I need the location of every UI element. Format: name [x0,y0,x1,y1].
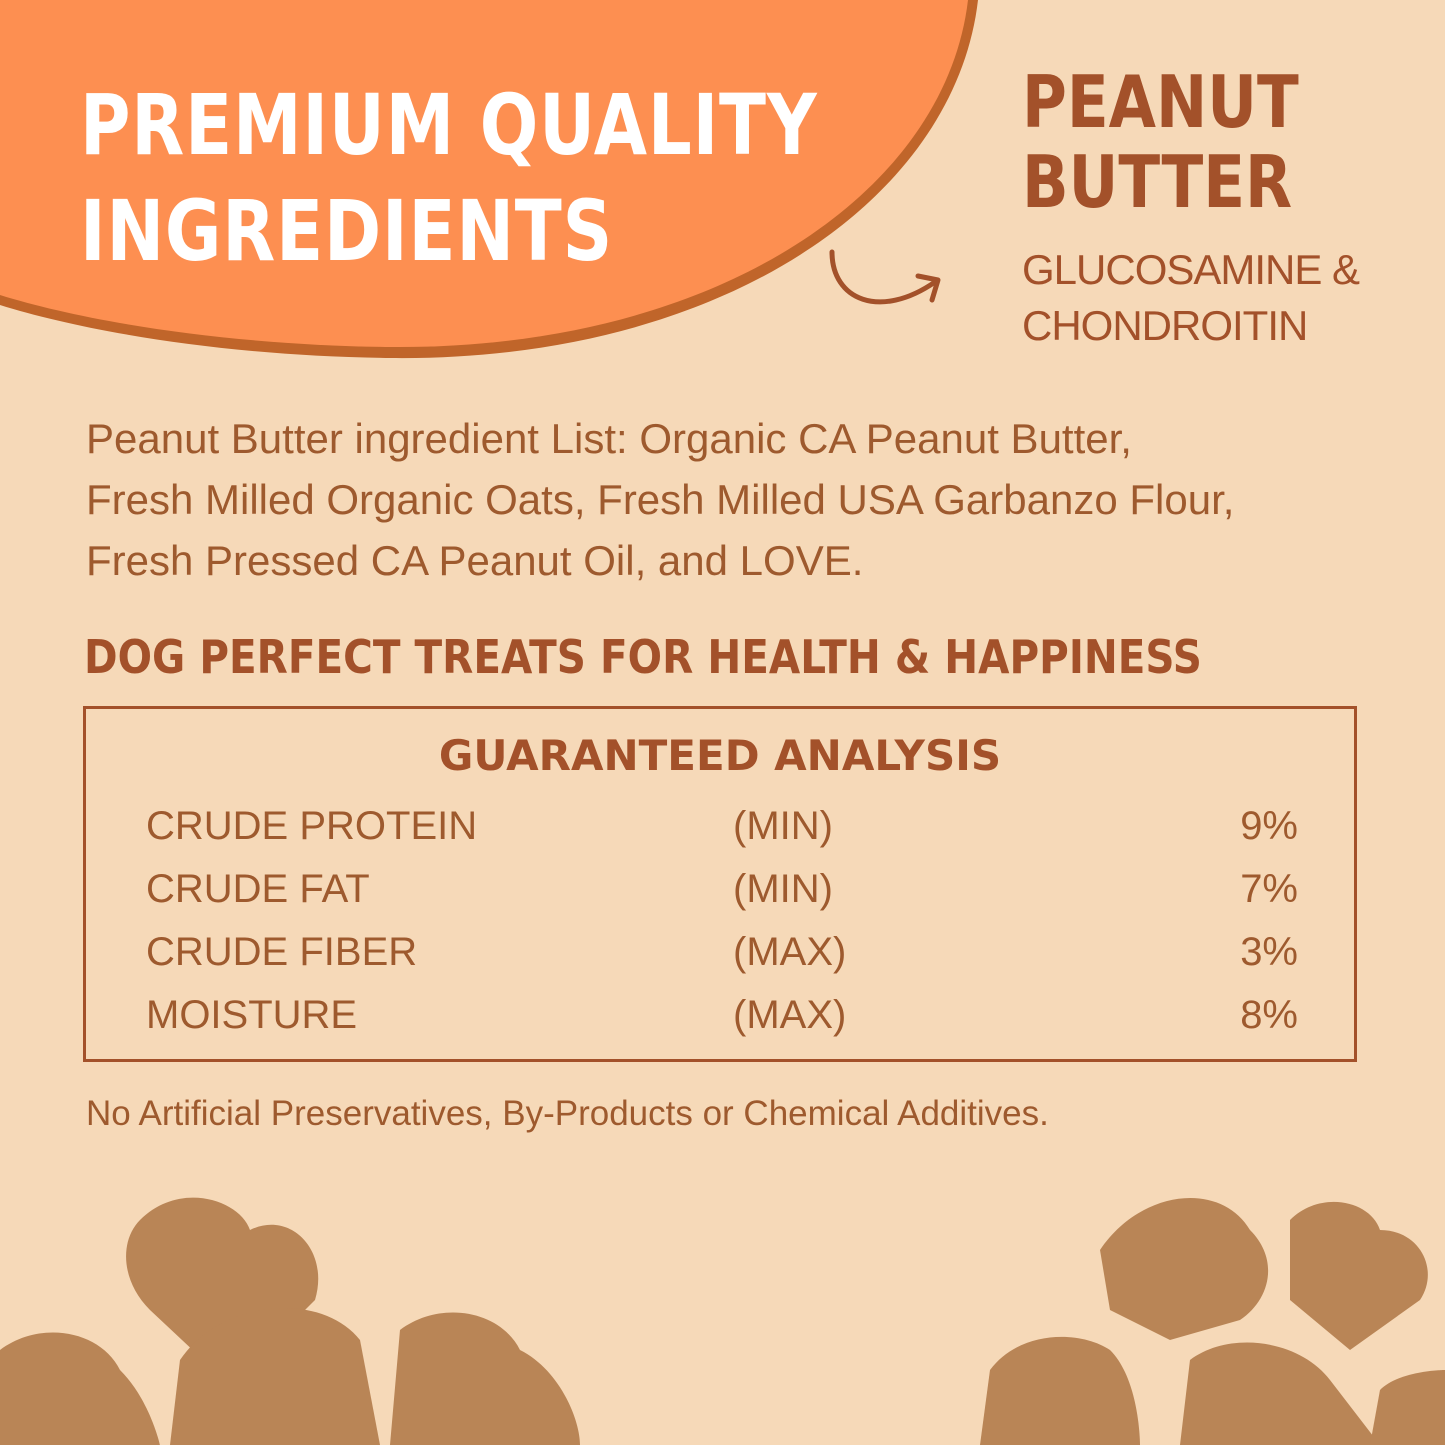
table-row: CRUDE FIBER (MAX) 3% [146,930,1298,990]
flavor-subtitle: GLUCOSAMINE & CHONDROITIN [1022,242,1360,354]
curved-arrow-icon [829,249,938,305]
nutrient-name: CRUDE PROTEIN [146,804,478,848]
table-row: MOISTURE (MAX) 8% [146,993,1298,1053]
nutrient-qualifier: (MAX) [733,930,847,974]
ingredient-line: Peanut Butter ingredient List: Organic C… [86,415,1132,462]
nutrient-name: MOISTURE [146,993,358,1037]
table-title: GUARANTEED ANALYSIS [438,731,1002,780]
nutrient-name: CRUDE FAT [146,867,370,911]
flavor-name: PEANUT BUTTER [1022,62,1299,222]
nutrient-value: 7% [1240,867,1298,911]
ingredient-line: Fresh Milled Organic Oats, Fresh Milled … [86,476,1235,523]
flavor-line1: PEANUT [1022,60,1299,144]
nutrient-qualifier: (MAX) [733,993,847,1037]
headline-line1: PREMIUM QUALITY [80,76,818,174]
guaranteed-analysis-table: GUARANTEED ANALYSIS CRUDE PROTEIN (MIN) … [83,706,1357,1062]
nutrient-value: 3% [1240,930,1298,974]
flavor-sub1: GLUCOSAMINE & [1022,246,1360,293]
flavor-line2: BUTTER [1022,140,1293,224]
nutrient-value: 9% [1240,804,1298,848]
nutrient-qualifier: (MIN) [733,804,833,848]
ingredient-list: Peanut Butter ingredient List: Organic C… [86,408,1386,591]
headline: PREMIUM QUALITY INGREDIENTS [80,72,818,284]
tagline: DOG PERFECT TREATS FOR HEALTH & HAPPINES… [84,630,1202,684]
headline-line2: INGREDIENTS [80,182,614,280]
ingredient-line: Fresh Pressed CA Peanut Oil, and LOVE. [86,537,864,584]
treat-heart [0,1197,1445,1445]
disclaimer-note: No Artificial Preservatives, By-Products… [86,1094,1049,1133]
table-row: CRUDE PROTEIN (MIN) 9% [146,804,1298,864]
nutrient-value: 8% [1240,993,1298,1037]
nutrient-qualifier: (MIN) [733,867,833,911]
flavor-sub2: CHONDROITIN [1022,302,1308,349]
nutrient-name: CRUDE FIBER [146,930,418,974]
table-row: CRUDE FAT (MIN) 7% [146,867,1298,927]
